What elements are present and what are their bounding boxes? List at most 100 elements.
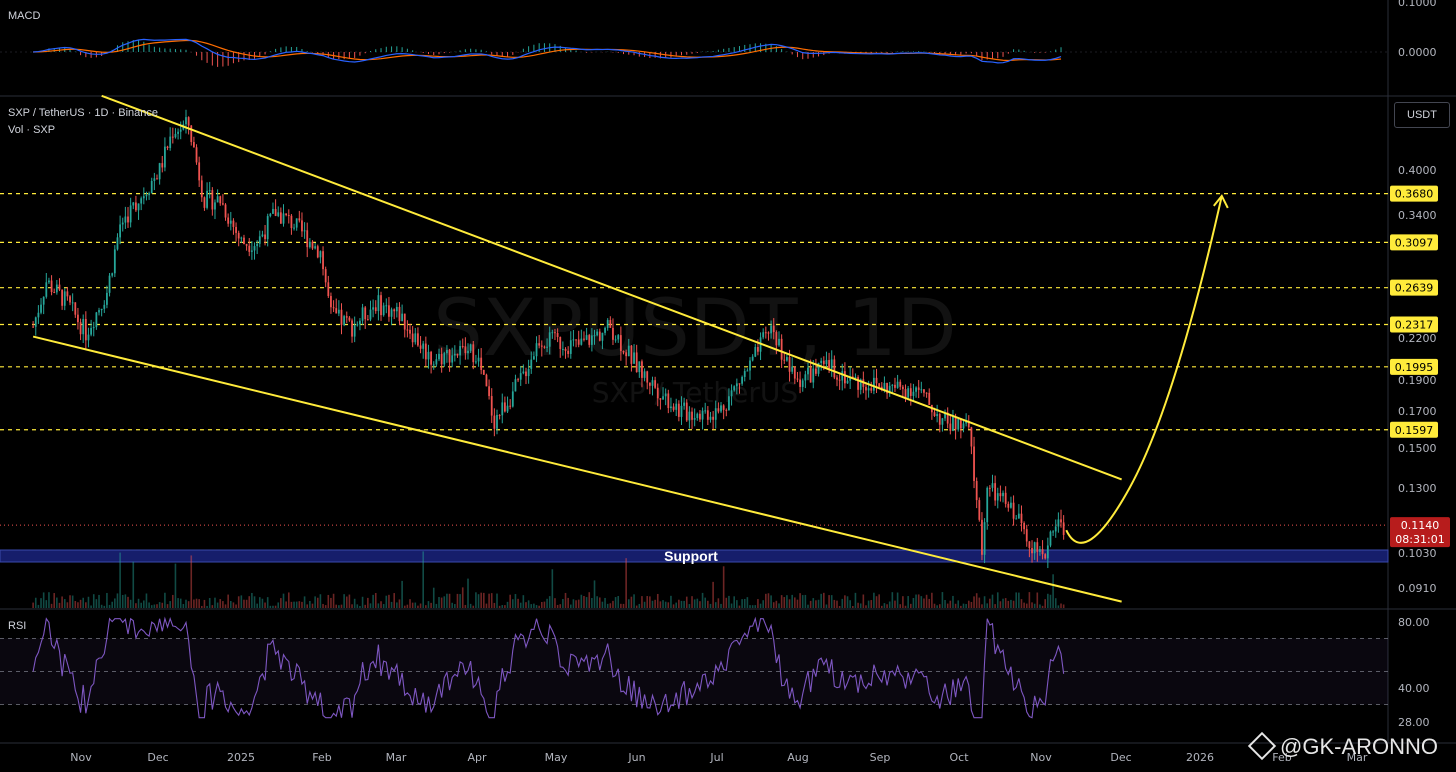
rsi-axis-label: 28.00: [1398, 716, 1430, 729]
volume-bar: [127, 596, 129, 608]
candle-body: [609, 320, 612, 328]
volume-bar: [280, 598, 282, 608]
candle-body: [962, 423, 965, 429]
candle-body: [672, 406, 675, 410]
candle-body: [970, 427, 973, 447]
volume-bar: [214, 597, 216, 608]
volume-bar: [627, 599, 630, 608]
volume-bar: [335, 604, 338, 608]
candle-body: [129, 205, 132, 223]
volume-bar: [237, 596, 240, 608]
volume-bar: [954, 603, 957, 608]
candle-body: [37, 312, 40, 318]
volume-bar: [577, 599, 580, 608]
candle-body: [619, 335, 622, 352]
volume-bar: [844, 595, 846, 608]
volume-bar: [778, 603, 780, 608]
volume-bar: [915, 594, 917, 608]
binance-logo-icon: [1247, 732, 1277, 761]
candle-body: [337, 309, 340, 314]
volume-bar: [153, 604, 156, 608]
candle-body: [380, 295, 382, 316]
volume-bar: [859, 603, 862, 608]
volume-bar: [285, 601, 287, 608]
volume-bar: [825, 604, 828, 608]
volume-bar: [411, 602, 414, 608]
candle-body: [401, 313, 404, 322]
candle-body: [496, 414, 498, 429]
candle-body: [1039, 549, 1041, 552]
volume-bar: [469, 603, 472, 608]
volume-bar: [172, 594, 174, 608]
volume-bar: [622, 603, 625, 608]
volume-bar: [140, 602, 142, 608]
candle-body: [983, 522, 986, 555]
symbol-title[interactable]: SXP / TetherUS · 1D · Binance: [8, 107, 158, 119]
candle-body: [764, 332, 767, 334]
volume-bar: [535, 605, 538, 608]
volume-bar: [422, 551, 424, 608]
volume-bar: [261, 598, 264, 608]
candle-body: [883, 382, 886, 391]
volume-bar: [846, 596, 849, 608]
candle-body: [749, 360, 751, 371]
volume-bar: [630, 596, 633, 608]
candle-body: [166, 146, 169, 149]
channel-trendlines[interactable]: [32, 94, 1229, 603]
candle-body: [706, 410, 709, 420]
volume-bar: [367, 597, 369, 608]
candle-body: [411, 333, 414, 343]
candle-body: [583, 338, 585, 340]
volume-bar: [888, 601, 891, 608]
volume-bar: [251, 592, 253, 608]
candle-body: [150, 180, 153, 194]
candle-body: [488, 386, 490, 397]
level-tag: [1390, 185, 1438, 202]
candle-body: [92, 327, 95, 329]
volume-bar: [464, 604, 467, 608]
volume-bar: [174, 563, 177, 608]
candle-body: [127, 216, 129, 223]
candle-body: [258, 236, 261, 244]
candle-body: [343, 316, 346, 325]
candle-body: [50, 280, 53, 292]
volume-label[interactable]: Vol · SXP: [8, 124, 56, 136]
candle-body: [295, 218, 298, 228]
volume-bar: [830, 595, 833, 608]
candle-body: [459, 346, 461, 356]
candle-body: [712, 416, 715, 420]
candle-body: [588, 335, 591, 345]
price-axis-label: 0.1500: [1398, 442, 1437, 455]
support-zone[interactable]: [0, 549, 1389, 563]
candle-body: [564, 348, 567, 351]
volume-bar: [1033, 603, 1036, 608]
candle-body: [517, 379, 519, 381]
volume-bar: [58, 602, 61, 608]
volume-bar: [324, 605, 327, 608]
volume-bar: [166, 604, 169, 608]
candle-body: [973, 446, 975, 482]
candle-body: [546, 346, 548, 348]
volume-bar: [50, 603, 53, 608]
volume-bar: [485, 603, 488, 608]
candle-body: [256, 243, 259, 247]
volume-bar: [108, 604, 111, 608]
volume-bar: [949, 600, 952, 608]
candle-body: [923, 389, 925, 393]
candle-body: [156, 178, 158, 180]
candle-body: [575, 339, 577, 341]
candle-body: [1020, 513, 1023, 524]
level-tag-label: 0.1597: [1395, 424, 1434, 437]
candle-body: [498, 414, 501, 416]
candle-body: [622, 351, 625, 353]
candle-body: [219, 196, 222, 204]
candle-body: [95, 312, 98, 328]
volume-bar: [77, 602, 79, 608]
candle-body: [561, 348, 564, 350]
volume-bar: [546, 598, 548, 608]
volume-bar: [525, 602, 527, 608]
candle-body: [82, 318, 85, 335]
volume-bar: [519, 602, 522, 608]
currency-selector[interactable]: USDT: [1394, 102, 1450, 128]
